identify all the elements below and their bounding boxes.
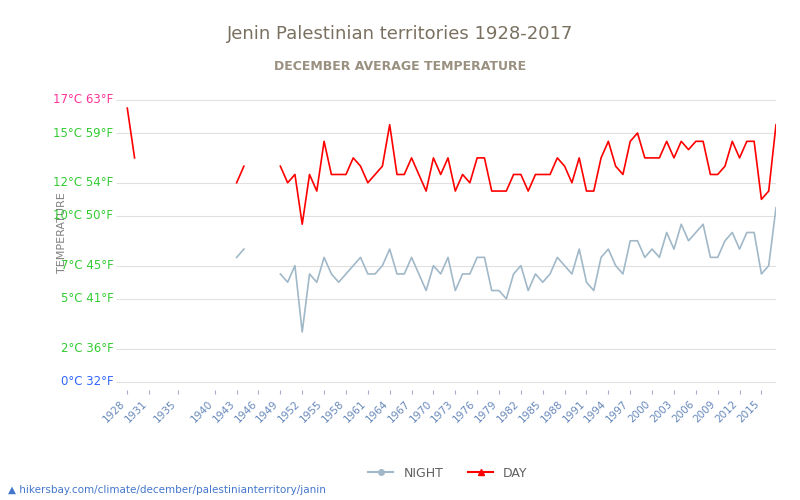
Text: ▲ hikersbay.com/climate/december/palestinianterritory/janin: ▲ hikersbay.com/climate/december/palesti…	[8, 485, 326, 495]
Text: Jenin Palestinian territories 1928-2017: Jenin Palestinian territories 1928-2017	[227, 25, 573, 43]
Legend: NIGHT, DAY: NIGHT, DAY	[363, 462, 533, 484]
Text: 2°C 36°F: 2°C 36°F	[61, 342, 114, 355]
Text: 5°C 41°F: 5°C 41°F	[61, 292, 114, 306]
Text: 17°C 63°F: 17°C 63°F	[53, 94, 114, 106]
Text: 12°C 54°F: 12°C 54°F	[53, 176, 114, 190]
Text: 15°C 59°F: 15°C 59°F	[54, 126, 114, 140]
Text: 0°C 32°F: 0°C 32°F	[61, 375, 114, 388]
Y-axis label: TEMPERATURE: TEMPERATURE	[58, 192, 67, 273]
Text: 10°C 50°F: 10°C 50°F	[54, 210, 114, 222]
Text: 7°C 45°F: 7°C 45°F	[61, 259, 114, 272]
Text: DECEMBER AVERAGE TEMPERATURE: DECEMBER AVERAGE TEMPERATURE	[274, 60, 526, 73]
